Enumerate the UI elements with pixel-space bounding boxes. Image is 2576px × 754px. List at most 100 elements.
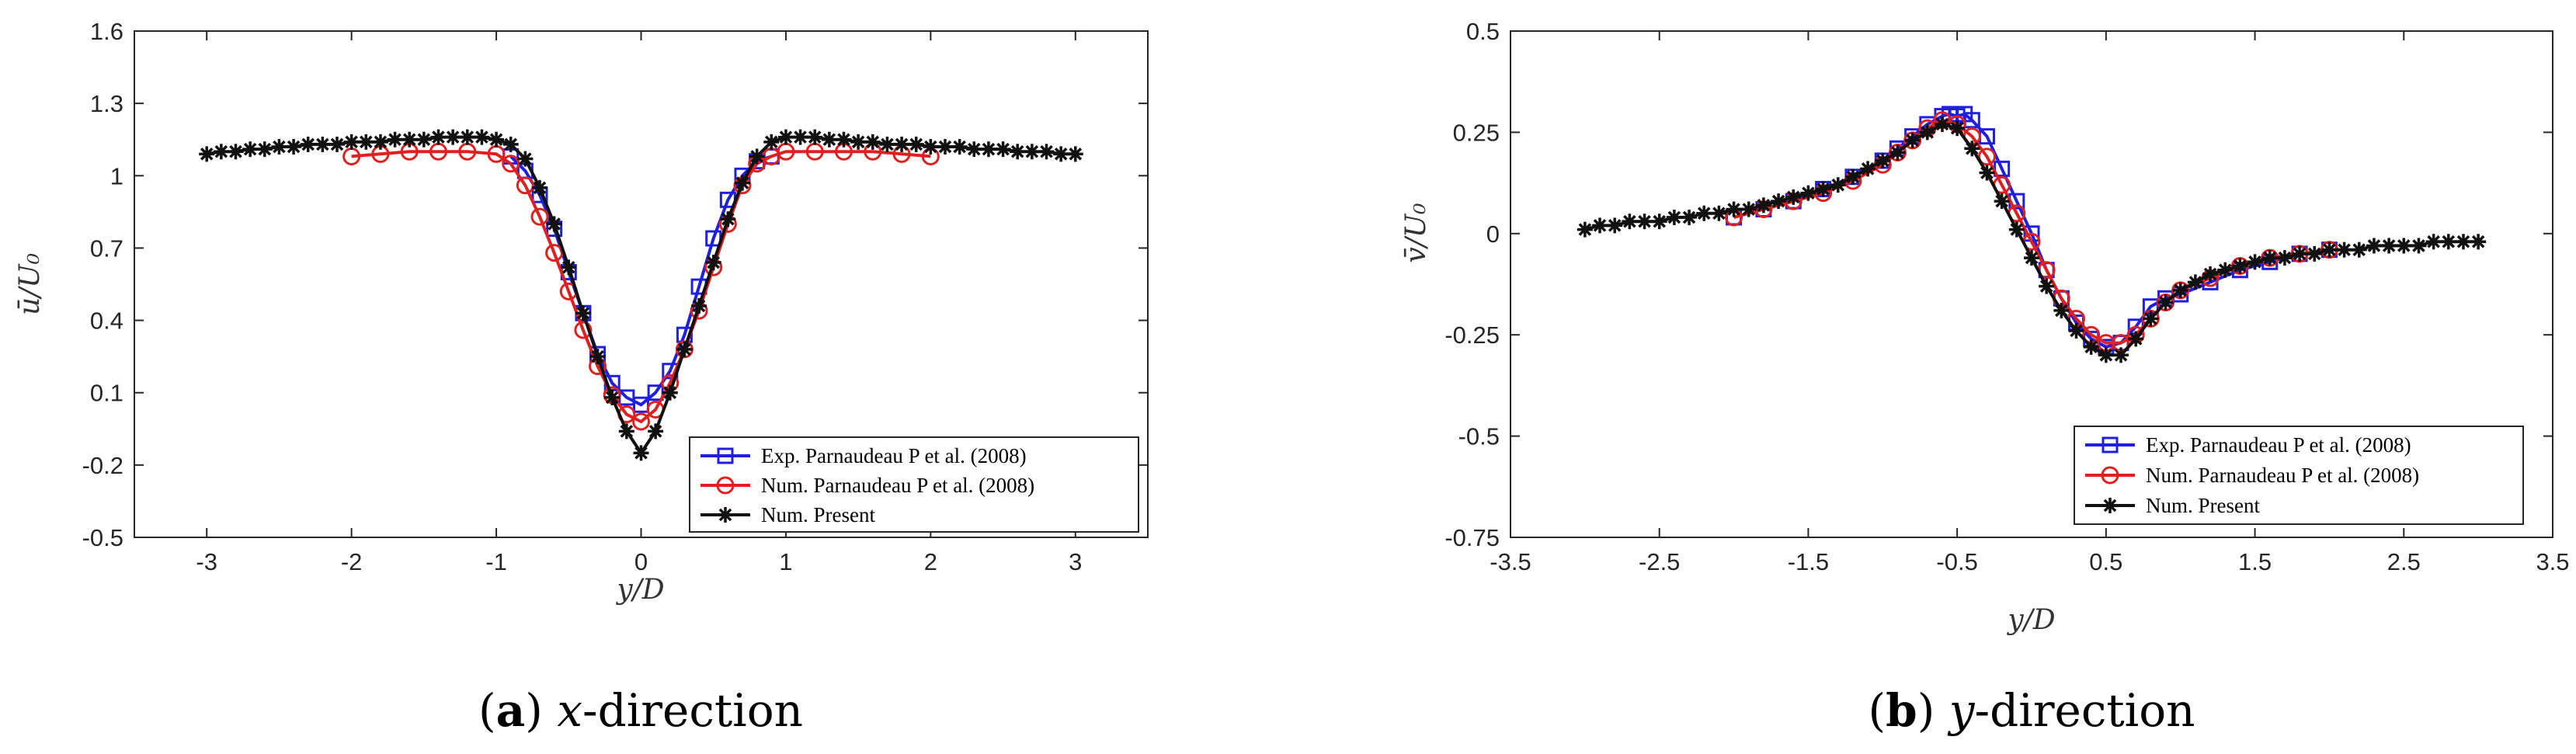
x-tick-label: 1 xyxy=(779,548,792,575)
data-point xyxy=(2113,347,2129,363)
data-point xyxy=(1740,201,1757,217)
y-tick-label: -0.5 xyxy=(82,524,123,551)
data-point xyxy=(574,321,593,339)
data-point xyxy=(1860,161,1876,177)
data-point xyxy=(1964,141,1980,157)
data-point xyxy=(561,259,577,276)
data-point xyxy=(545,244,564,262)
data-point xyxy=(2232,258,2248,274)
caption-rest-a: -direction xyxy=(582,684,803,737)
data-point xyxy=(2336,241,2352,258)
data-point xyxy=(2411,238,2427,254)
data-point xyxy=(199,146,215,162)
data-point xyxy=(1771,193,1787,210)
chart-panel-b: -0.75 -0.5 -0.25 0 0.25 0.5 -3.5 -2.5 -1.5 -0.5 0… xyxy=(1400,18,2570,737)
x-axis-ticks-a: -3 -2 -1 0 1 2 3 xyxy=(196,31,1082,575)
x-tick-label: 3.5 xyxy=(2536,548,2569,575)
data-point xyxy=(1651,214,1667,230)
data-point xyxy=(648,423,664,440)
y-axis-label-a: ū/U₀ xyxy=(14,253,46,315)
data-point xyxy=(2455,234,2471,250)
data-point xyxy=(300,136,316,152)
data-point xyxy=(937,139,953,155)
data-point xyxy=(415,131,432,148)
data-point xyxy=(2440,234,2456,250)
x-tick-label: 3 xyxy=(1069,548,1082,575)
data-point xyxy=(980,141,996,158)
y-tick-label: 1.6 xyxy=(90,18,123,45)
data-point xyxy=(517,151,534,167)
data-point xyxy=(2172,282,2188,298)
data-point xyxy=(1681,209,1698,225)
data-point xyxy=(923,139,939,155)
data-point xyxy=(1711,205,1727,221)
data-point xyxy=(228,144,244,160)
x-tick-label: 0.5 xyxy=(2089,548,2122,575)
data-point xyxy=(271,139,287,155)
series-line xyxy=(351,150,931,424)
data-point xyxy=(1053,146,1069,162)
legend-swatch-marker xyxy=(2101,436,2119,453)
data-point xyxy=(633,445,649,461)
data-point xyxy=(575,305,591,321)
y-tick-label: 0.1 xyxy=(90,380,123,407)
data-point xyxy=(1636,214,1653,230)
data-point xyxy=(402,131,418,148)
data-point xyxy=(2321,241,2338,258)
data-point xyxy=(1919,124,1935,141)
series-group-a xyxy=(199,129,1083,461)
data-point xyxy=(286,139,302,155)
legend-label: Exp. Parnaudeau P et al. (2008) xyxy=(2146,433,2411,457)
data-point xyxy=(502,136,519,152)
caption-letter-a: a xyxy=(496,684,526,737)
y-axis-ticks-a: -0.5 -0.2 0.1 0.4 0.7 1 1.3 1.6 xyxy=(82,18,1148,551)
data-point xyxy=(343,134,360,150)
data-point xyxy=(1010,144,1026,160)
data-point xyxy=(2053,302,2070,318)
data-point xyxy=(894,136,910,152)
data-point xyxy=(2202,266,2219,282)
y-tick-label: 1.3 xyxy=(90,90,123,117)
data-point xyxy=(2261,250,2278,266)
legend-swatch-marker xyxy=(2102,498,2118,513)
y-axis-label-b: v̄/U₀ xyxy=(1400,203,1432,262)
data-point xyxy=(618,423,634,440)
data-point xyxy=(2008,221,2025,238)
data-point xyxy=(2157,294,2174,311)
data-point xyxy=(502,155,520,173)
caption-rest-b: -direction xyxy=(1975,684,2195,737)
data-point xyxy=(2039,278,2055,294)
caption-var-b: y xyxy=(1947,684,1976,737)
caption-var-a: x xyxy=(557,684,582,737)
data-point xyxy=(2351,241,2367,258)
x-tick-label: 2 xyxy=(924,548,937,575)
legend-label: Num. Present xyxy=(2146,494,2260,517)
data-point xyxy=(546,216,562,232)
data-point xyxy=(2217,262,2234,278)
data-point xyxy=(430,129,447,145)
data-point xyxy=(632,412,650,431)
legend-a: Exp. Parnaudeau P et al. (2008) Num. Parn… xyxy=(689,436,1139,533)
data-point xyxy=(1726,201,1742,217)
data-point xyxy=(1038,144,1055,160)
data-point xyxy=(2425,234,2442,250)
data-point xyxy=(1844,169,1861,185)
y-axis-ticks-b: -0.75 -0.5 -0.25 0 0.25 0.5 xyxy=(1444,18,2553,551)
data-point xyxy=(763,134,780,150)
data-point xyxy=(1904,132,1921,148)
data-point xyxy=(242,141,259,158)
data-point xyxy=(836,131,852,148)
data-point xyxy=(749,148,765,165)
data-point xyxy=(2143,311,2159,327)
legend-box-b xyxy=(2074,426,2524,525)
data-point xyxy=(1800,185,1816,201)
data-point xyxy=(445,129,461,145)
data-point xyxy=(908,136,924,152)
caption-b: (b) y-direction xyxy=(1868,684,2195,737)
data-point xyxy=(850,134,867,150)
y-tick-label: 0.25 xyxy=(1453,119,1500,146)
data-point xyxy=(1785,189,1802,205)
legend-swatch-marker xyxy=(2101,466,2119,485)
data-point xyxy=(530,207,549,226)
x-tick-label: 1.5 xyxy=(2238,548,2272,575)
